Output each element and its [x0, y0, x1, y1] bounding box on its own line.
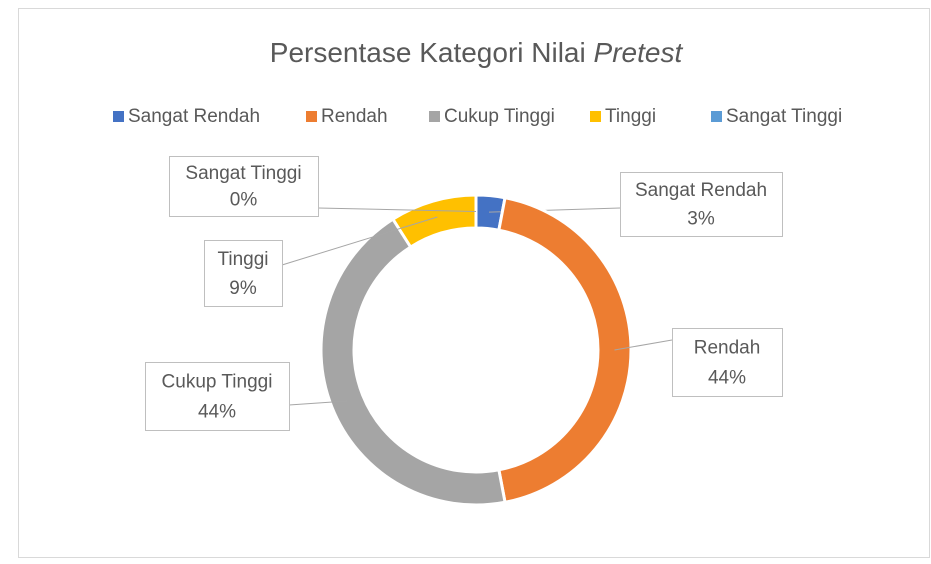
data-label-value: 3% — [687, 208, 715, 229]
legend-swatch — [113, 111, 124, 122]
data-label-value: 9% — [229, 278, 257, 299]
legend-swatch — [590, 111, 601, 122]
data-label-category: Cukup Tinggi — [162, 371, 273, 392]
data-label-box — [145, 362, 290, 431]
data-label-value: 44% — [198, 401, 236, 422]
leader-line — [614, 339, 673, 351]
data-label-category: Tinggi — [217, 249, 268, 270]
chart-border — [18, 8, 930, 558]
data-label-box — [620, 172, 783, 237]
legend-swatch — [429, 111, 440, 122]
data-label-category: Rendah — [694, 337, 761, 358]
data-label-category: Sangat Tinggi — [185, 163, 301, 184]
legend-label: Rendah — [321, 106, 388, 127]
legend-label: Sangat Tinggi — [726, 106, 842, 127]
chart-title: Persentase Kategori Nilai Pretest — [270, 37, 684, 68]
data-label-box — [672, 328, 783, 397]
leader-line — [288, 400, 348, 406]
legend-swatch — [711, 111, 722, 122]
legend-label: Cukup Tinggi — [444, 106, 555, 127]
leader-line — [281, 216, 438, 266]
data-label-value: 0% — [230, 189, 258, 210]
donut-segment — [497, 195, 633, 505]
leader-line — [317, 207, 477, 212]
legend-label: Sangat Rendah — [128, 106, 260, 127]
data-label-value: 44% — [708, 367, 746, 388]
data-label-category: Sangat Rendah — [635, 180, 767, 201]
legend-swatch — [306, 111, 317, 122]
data-label-box — [204, 240, 283, 307]
title-emphasis: Pretest — [594, 37, 684, 68]
donut-segment — [319, 217, 507, 507]
data-label-box — [169, 156, 319, 217]
title-main: Persentase Kategori Nilai — [270, 37, 586, 68]
legend-label: Tinggi — [605, 106, 656, 127]
